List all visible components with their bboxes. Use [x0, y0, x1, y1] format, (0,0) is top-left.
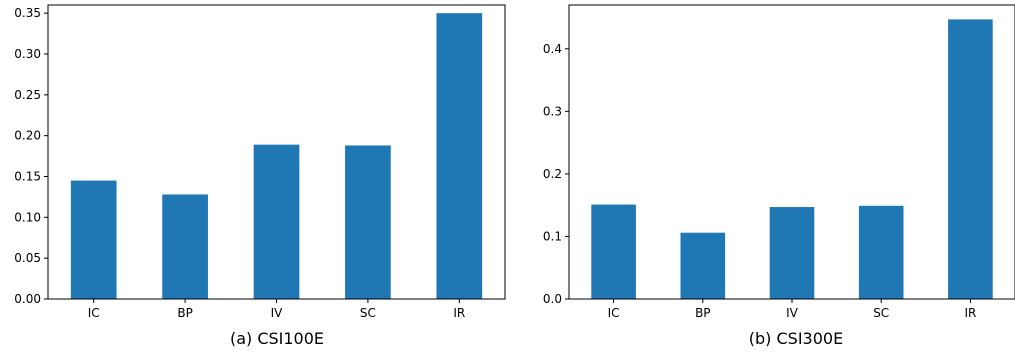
y-tick-label: 0.4	[543, 42, 562, 56]
y-tick-label: 0.35	[14, 6, 41, 20]
bar-ic	[591, 204, 636, 299]
x-tick-label: SC	[360, 306, 376, 320]
chart-caption: (a) CSI100E	[230, 329, 324, 348]
y-tick-label: 0.1	[543, 229, 562, 243]
bar-iv	[253, 144, 300, 299]
bar-sc	[858, 205, 904, 299]
x-tick-label: BP	[177, 306, 192, 320]
bar-ir	[948, 19, 993, 299]
bar-bp	[162, 194, 208, 299]
x-tick-label: IR	[964, 306, 976, 320]
y-tick-label: 0.25	[14, 88, 41, 102]
y-tick-label: 0.20	[14, 129, 41, 143]
y-tick-label: 0.15	[14, 170, 41, 184]
y-tick-label: 0.2	[543, 167, 562, 181]
x-tick-label: IR	[453, 306, 465, 320]
y-tick-label: 0.3	[543, 104, 562, 118]
chart-csi100e: (a) CSI100E 0.00 0.05 0.10 0.15 0.20 0.25 0.30…	[14, 4, 506, 348]
bar-ic	[70, 180, 117, 299]
x-tick-label: SC	[873, 306, 889, 320]
bar-ir	[436, 13, 483, 300]
y-tick-label: 0.10	[14, 210, 41, 224]
x-tick-label: IV	[271, 306, 284, 320]
x-tick-label: IC	[88, 306, 100, 320]
y-tick-label: 0.05	[14, 251, 41, 265]
chart-csi300e: (b) CSI300E 0.0 0.1 0.2 0.3 0.4 IC BP IV SC IR	[543, 4, 1015, 348]
bar-bp	[680, 232, 726, 299]
y-tick-label: 0.30	[14, 47, 41, 61]
x-tick-label: BP	[695, 306, 710, 320]
bar-iv	[769, 207, 815, 299]
chart-caption: (b) CSI300E	[749, 329, 843, 348]
y-tick-label: 0.00	[14, 292, 41, 306]
x-tick-label: IV	[786, 306, 799, 320]
y-tick-label: 0.0	[543, 292, 562, 306]
x-tick-label: IC	[608, 306, 620, 320]
bar-sc	[345, 145, 391, 299]
